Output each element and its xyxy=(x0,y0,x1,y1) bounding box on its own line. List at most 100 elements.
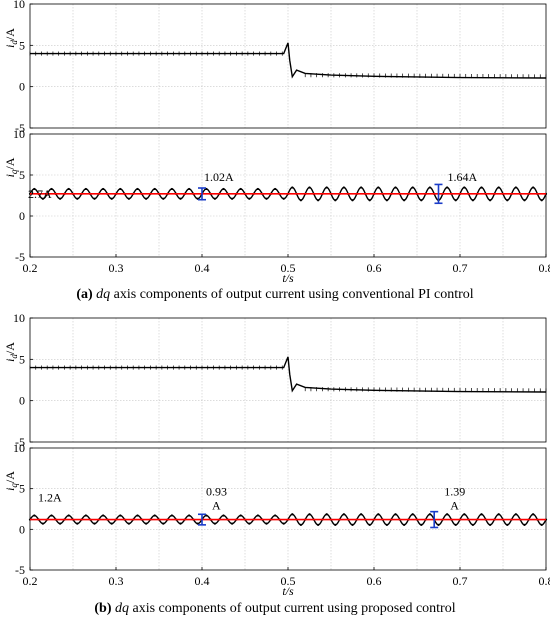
p4-trace-point xyxy=(489,523,492,526)
p2-trace-point xyxy=(454,199,457,202)
p2-trace-point xyxy=(248,197,251,200)
p2-trace-point xyxy=(239,187,242,191)
p2-trace-point xyxy=(170,187,173,191)
p2-xtick-label: 0.4 xyxy=(195,261,210,275)
p2-trace-point xyxy=(411,186,414,189)
p2-trace-point xyxy=(308,186,311,189)
p2-annotation-1: 2.7A xyxy=(28,187,52,201)
p4-trace-point xyxy=(248,522,251,525)
p4-trace-point xyxy=(231,522,234,525)
p2-ytick-label: 5 xyxy=(19,168,25,182)
p2-trace-point xyxy=(282,197,285,200)
p2-trace-point xyxy=(299,199,302,202)
p2-trace-point xyxy=(506,199,509,202)
p1-ytick-label: 5 xyxy=(19,38,25,52)
p4-trace-point xyxy=(162,522,165,525)
p4-trace-point xyxy=(334,523,337,526)
p2-trace-point xyxy=(403,199,406,202)
p4-trace-point xyxy=(145,522,148,525)
p4-trace-point xyxy=(351,523,354,526)
p4-xtick-label: 0.2 xyxy=(23,574,38,588)
p2-annotation-3: 1.64A xyxy=(448,170,478,184)
p4-trace-point xyxy=(342,513,345,516)
p4-trace-point xyxy=(50,514,53,517)
p2-ytick-label: 0 xyxy=(19,209,25,223)
p2-trace-point xyxy=(480,186,483,189)
p4-trace-point xyxy=(325,513,328,516)
p2-trace-point xyxy=(325,186,328,189)
p4-trace-point xyxy=(110,522,113,525)
caption-a-dq: dq xyxy=(96,287,111,302)
p2-trace-point xyxy=(514,186,518,189)
p4-ytick-label: 5 xyxy=(19,482,25,496)
p4-trace-point xyxy=(360,513,363,516)
p2-trace-point xyxy=(33,187,36,191)
p3-series-1 xyxy=(30,356,547,393)
p1-series-1 xyxy=(30,42,547,79)
p4-trace-point xyxy=(497,513,500,516)
p4-trace-point xyxy=(428,513,431,516)
caption-b-text: axis components of output current using … xyxy=(129,601,456,616)
p4-xlabel: t/s xyxy=(282,584,294,598)
p2-trace-point xyxy=(256,187,259,191)
p4-trace-point xyxy=(291,513,294,516)
p2-trace-point xyxy=(179,197,182,200)
p2-trace-point xyxy=(489,199,492,202)
p2-trace-point xyxy=(41,197,45,200)
p4-trace-point xyxy=(299,523,302,526)
p4-trace-point xyxy=(33,514,36,517)
p1-ytick-label: -5 xyxy=(15,121,25,135)
p2-trace-point xyxy=(342,186,345,189)
p2-trace-point xyxy=(188,187,191,191)
p2-annotation-2: 1.02A xyxy=(204,170,234,184)
p4-trace-point xyxy=(411,513,414,516)
p4-trace-point xyxy=(127,522,130,525)
p4-trace-point xyxy=(102,514,105,517)
p4-trace-point xyxy=(446,513,449,516)
p4-trace-point xyxy=(532,513,535,516)
p2-trace-point xyxy=(368,199,371,202)
p4-xtick-label: 0.4 xyxy=(195,574,210,588)
p4-trace-point xyxy=(265,522,268,525)
caption-b-tag: (b) xyxy=(94,601,112,616)
caption-a: (a) dq axis components of output current… xyxy=(0,287,550,303)
p3-ytick-label: 5 xyxy=(19,352,25,366)
p4-trace-point xyxy=(437,523,440,526)
p4-trace-point xyxy=(41,522,45,525)
p4-trace-point xyxy=(153,514,156,517)
p4-trace-point xyxy=(480,513,483,516)
p4-annotation-1: 1.2A xyxy=(38,491,62,505)
p2-trace-point xyxy=(471,199,474,202)
p2-ylabel: iq/A xyxy=(3,157,19,177)
p4-trace-point xyxy=(377,513,380,516)
caption-a-tag: (a) xyxy=(76,287,93,302)
p2-xtick-label: 0.3 xyxy=(109,261,124,275)
p2-xlabel: t/s xyxy=(282,271,294,285)
p4-ytick-label: -5 xyxy=(15,563,25,577)
p4-annotation-3: 1.39 xyxy=(444,485,465,499)
p2-ytick-label: 10 xyxy=(13,127,25,141)
p2-trace-point xyxy=(145,197,148,200)
p4-xtick-label: 0.3 xyxy=(109,574,124,588)
p4-trace-point xyxy=(136,514,139,517)
p4-trace-point xyxy=(403,523,406,526)
p1-ytick-label: 0 xyxy=(19,80,25,94)
p2-trace-point xyxy=(385,199,388,202)
p4-trace-point xyxy=(119,514,122,517)
p2-trace-point xyxy=(59,197,62,200)
p4-trace-point xyxy=(308,513,311,516)
p2-trace-point xyxy=(274,187,277,191)
p2-xtick-label: 0.2 xyxy=(23,261,38,275)
p4-trace-point xyxy=(420,523,423,526)
p3-ylabel: id/A xyxy=(3,342,19,362)
p2-trace-point xyxy=(317,199,320,202)
p2-ytick-label: -5 xyxy=(15,250,25,264)
p2-trace-point xyxy=(162,197,165,200)
p4-trace-point xyxy=(385,523,388,526)
p4-trace-point xyxy=(213,522,216,525)
p2-trace-point xyxy=(76,197,79,200)
p2-trace-point xyxy=(377,186,380,189)
p4-trace-point xyxy=(368,523,371,526)
p2-trace-point xyxy=(231,197,234,200)
